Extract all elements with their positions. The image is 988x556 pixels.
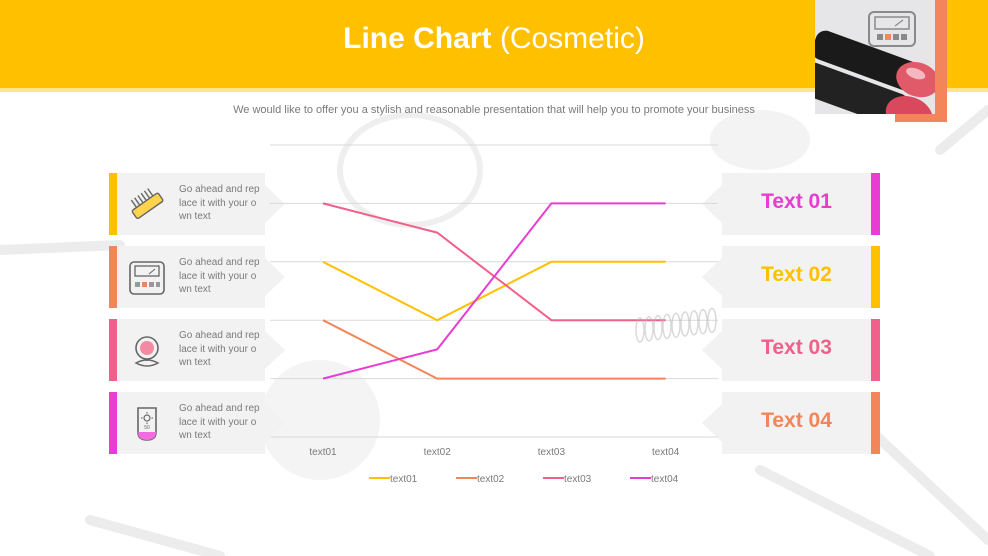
card-label: Text 01: [761, 190, 832, 213]
page-title: Line Chart (Cosmetic): [0, 22, 988, 56]
header-underline: [0, 88, 988, 92]
label-card-4: Text 04: [702, 392, 880, 454]
label-card-1: Text 01: [702, 173, 880, 235]
card-label: Text 03: [761, 336, 832, 359]
title-rest: (Cosmetic): [499, 22, 645, 55]
card-text: Go ahead and replace it with your own te…: [179, 330, 260, 368]
card-arrow: [265, 404, 285, 442]
sunscreen-icon: 50: [127, 404, 167, 444]
info-card-2: Go ahead and replace it with your own te…: [109, 246, 285, 308]
info-card-4: 50 Go ahead and replace it with your own…: [109, 392, 285, 454]
page-subtitle: We would like to offer you a stylish and…: [233, 104, 755, 116]
card-color-bar: [871, 319, 880, 381]
card-color-bar: [871, 246, 880, 308]
comb-icon: [127, 185, 167, 225]
card-color-bar: [109, 246, 117, 308]
card-arrow: [702, 258, 722, 296]
svg-text:50: 50: [144, 425, 150, 431]
lipstick-photo: [815, 0, 935, 114]
series-line-text01: [322, 260, 666, 322]
info-card-3: Go ahead and replace it with your own te…: [109, 319, 285, 381]
card-text: Go ahead and replace it with your own te…: [179, 403, 260, 441]
x-tick-label: text03: [538, 447, 566, 458]
legend-label: text01: [390, 474, 418, 485]
card-arrow: [702, 331, 722, 369]
card-color-bar: [871, 173, 880, 235]
label-card-3: Text 03: [702, 319, 880, 381]
legend-label: text04: [651, 474, 679, 485]
legend-label: text03: [564, 474, 592, 485]
card-label: Text 04: [761, 409, 832, 432]
label-card-2: Text 02: [702, 246, 880, 308]
card-arrow: [702, 185, 722, 223]
x-tick-label: text02: [424, 447, 452, 458]
card-arrow: [265, 258, 285, 296]
card-label: Text 02: [761, 263, 832, 286]
card-arrow: [265, 185, 285, 223]
compact-mirror-icon: [127, 331, 167, 371]
title-bold: Line Chart: [343, 22, 492, 55]
card-color-bar: [871, 392, 880, 454]
card-text: Go ahead and replace it with your own te…: [179, 184, 260, 222]
card-color-bar: [109, 319, 117, 381]
series-line-text04: [322, 202, 666, 380]
info-card-1: Go ahead and replace it with your own te…: [109, 173, 285, 235]
card-text: Go ahead and replace it with your own te…: [179, 257, 260, 295]
card-color-bar: [109, 392, 117, 454]
legend-label: text02: [477, 474, 505, 485]
card-color-bar: [109, 173, 117, 235]
x-tick-label: text04: [652, 447, 680, 458]
x-tick-label: text01: [309, 447, 337, 458]
card-arrow: [702, 404, 722, 442]
card-arrow: [265, 331, 285, 369]
palette-icon: [868, 11, 916, 47]
eyeshadow-palette-icon: [127, 258, 167, 298]
mascara-brush-decoration: [635, 307, 717, 343]
series-line-text02: [322, 319, 666, 380]
